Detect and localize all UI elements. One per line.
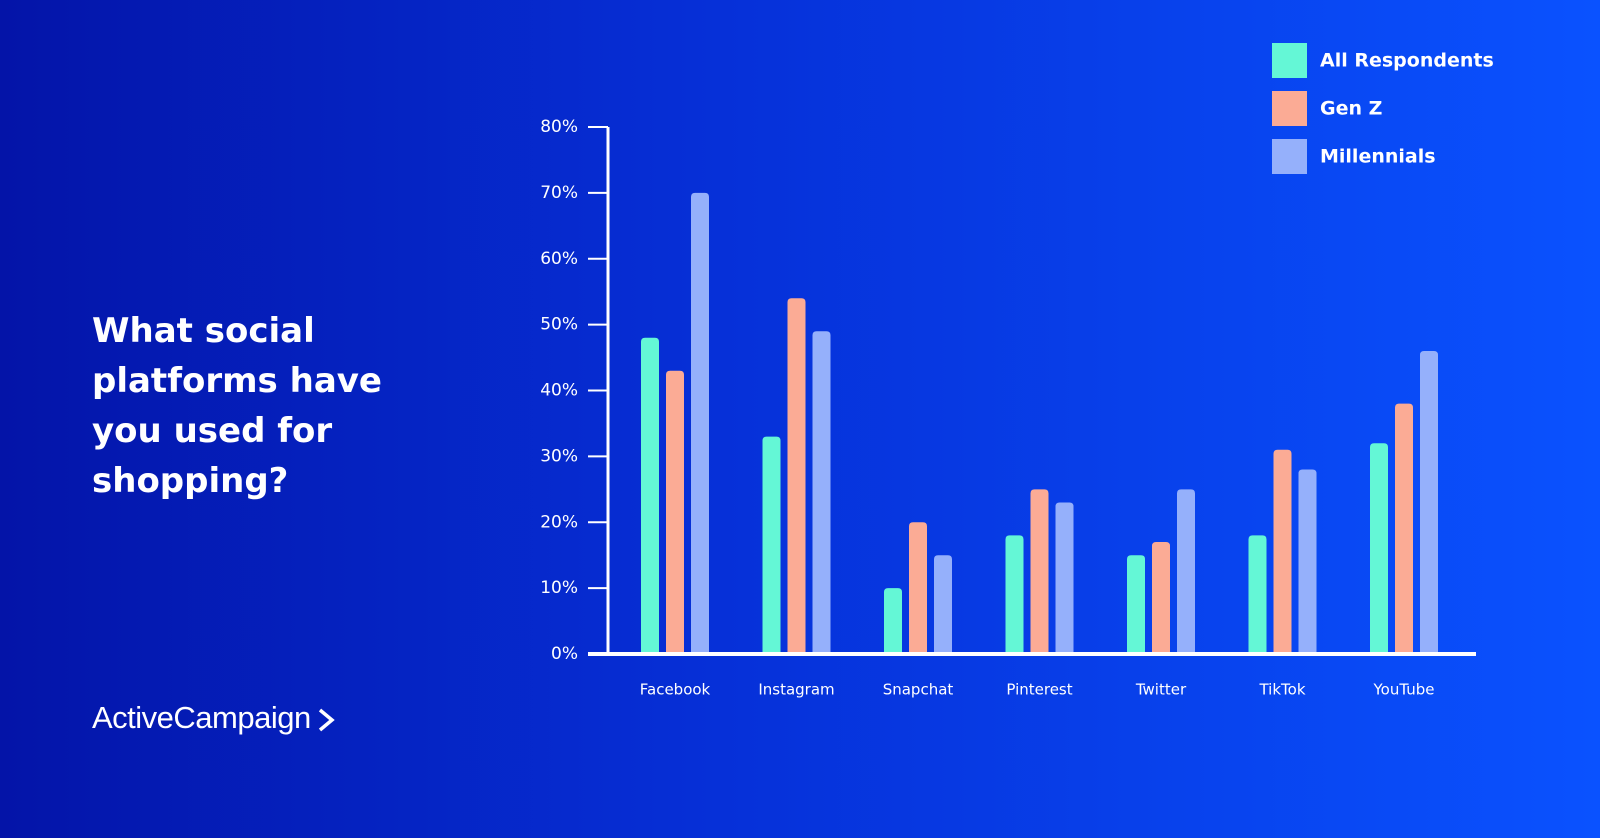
y-tick-label: 10% [540,578,578,598]
bar [1370,443,1388,654]
brand-chevron [318,708,335,732]
bar [1273,449,1292,654]
x-tick-label: Instagram [758,681,834,699]
x-tick-label: Snapchat [883,681,954,699]
y-tick-label: 50% [540,315,578,335]
y-tick-label: 80% [540,117,578,137]
y-tick-label: 70% [540,183,578,203]
bar [691,192,709,654]
legend-swatch [1272,91,1307,126]
legend-swatch [1272,139,1307,174]
chart-title: What social platforms have you used for … [92,311,382,501]
legend-label: Gen Z [1320,98,1382,120]
y-tick-label: 0% [551,644,578,664]
bar [641,337,659,654]
x-tick-label: YouTube [1373,681,1435,699]
bar [909,522,927,654]
x-tick-label: TikTok [1258,681,1305,699]
bar [666,370,684,654]
y-tick-label: 20% [540,512,578,532]
bar [1177,489,1195,654]
bar [1152,542,1170,654]
bar [1420,350,1438,654]
bar [934,555,952,654]
x-tick-label: Twitter [1135,681,1187,699]
bar [1030,489,1049,654]
bar [762,436,781,654]
y-tick-label: 30% [540,446,578,466]
legend-swatch [1272,43,1307,78]
y-tick-label: 60% [540,249,578,269]
x-tick-label: Facebook [640,681,711,699]
y-tick-label: 40% [540,381,578,401]
bar [1395,403,1413,654]
brand: ActiveCampaign [92,700,335,736]
bar [1298,469,1317,654]
bar [1248,535,1267,654]
bar [812,331,831,654]
bar [1055,502,1074,654]
brand-name: ActiveCampaign [92,700,311,735]
legend-label: All Respondents [1320,50,1494,72]
bar [1127,555,1145,654]
legend-label: Millennials [1320,146,1436,168]
bar [787,298,806,654]
bar [1005,535,1024,654]
x-tick-label: Pinterest [1006,681,1072,699]
bar [884,588,902,654]
